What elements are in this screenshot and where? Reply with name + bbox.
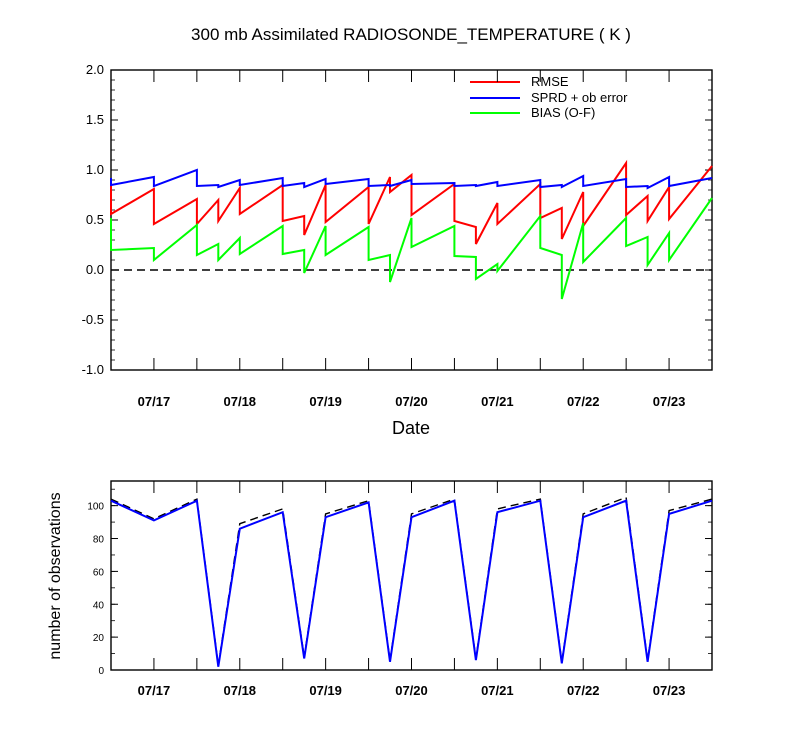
bottom-xtick-label: 07/20 <box>395 683 428 698</box>
top-chart-xlabel: Date <box>392 418 430 438</box>
top-ytick-label: 2.0 <box>86 62 104 77</box>
top-series-bias-o-f <box>110 197 713 300</box>
bottom-ytick-label: 0 <box>98 666 104 677</box>
bottom-xtick-label: 07/22 <box>567 683 600 698</box>
top-ytick-label: 1.0 <box>86 162 104 177</box>
top-ytick-label: -0.5 <box>82 312 104 327</box>
top-xtick-label: 07/22 <box>567 394 600 409</box>
legend-label-bias: BIAS (O-F) <box>531 105 595 120</box>
top-series-sprd-ob-error <box>110 168 713 190</box>
bottom-xtick-label: 07/19 <box>309 683 342 698</box>
top-series-rmse <box>110 159 713 245</box>
legend-label-rmse: RMSE <box>531 74 569 89</box>
bottom-ytick-label: 20 <box>93 633 105 644</box>
bottom-series-assimilated <box>110 499 713 667</box>
bottom-xtick-label: 07/17 <box>138 683 171 698</box>
bottom-ytick-label: 100 <box>87 502 104 513</box>
top-chart-title: 300 mb Assimilated RADIOSONDE_TEMPERATUR… <box>191 25 631 44</box>
top-xtick-label: 07/18 <box>224 394 257 409</box>
top-xtick-label: 07/20 <box>395 394 428 409</box>
top-xtick-label: 07/17 <box>138 394 171 409</box>
bottom-xtick-label: 07/23 <box>653 683 686 698</box>
bottom-plot-area: 0 20 40 60 80 100 07/17 07/18 07/19 07/20 07/21 07/… <box>87 480 713 698</box>
top-ytick-label: 0.0 <box>86 262 104 277</box>
top-xtick-label: 07/21 <box>481 394 514 409</box>
bottom-chart-ylabel: number of observations <box>47 492 64 659</box>
bottom-ytick-label: 60 <box>93 567 105 578</box>
top-xtick-label: 07/23 <box>653 394 686 409</box>
legend: RMSE SPRD + ob error BIAS (O-F) <box>470 74 628 120</box>
bottom-series-possible <box>110 496 713 666</box>
top-xtick-label: 07/19 <box>309 394 342 409</box>
legend-label-sprd: SPRD + ob error <box>531 90 628 105</box>
bottom-ytick-label: 80 <box>93 535 105 546</box>
bottom-xtick-label: 07/21 <box>481 683 514 698</box>
top-plot-area: -1.0 -0.5 0.0 0.5 1.0 1.5 2.0 07/17 07/18 07/19 07… <box>82 62 713 409</box>
bottom-xtick-label: 07/18 <box>224 683 257 698</box>
bottom-ytick-label: 40 <box>93 600 105 611</box>
top-ytick-label: 0.5 <box>86 212 104 227</box>
bottom-frame <box>110 480 713 671</box>
top-ytick-label: -1.0 <box>82 362 104 377</box>
top-ytick-label: 1.5 <box>86 112 104 127</box>
